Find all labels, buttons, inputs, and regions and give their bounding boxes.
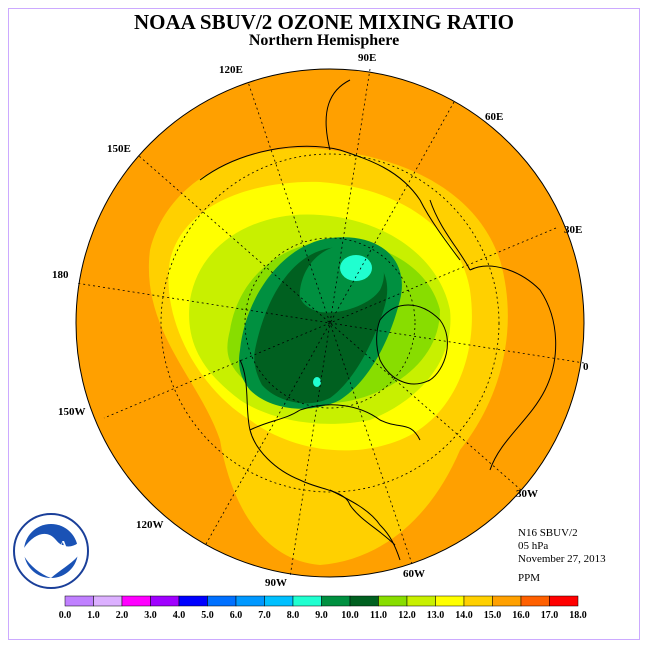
legend-tick-label: 5.0 bbox=[201, 610, 214, 621]
legend-tick-label: 12.0 bbox=[398, 610, 416, 621]
legend-tick-label: 3.0 bbox=[144, 610, 157, 621]
legend-tick-label: 16.0 bbox=[512, 610, 530, 621]
legend-tick-label: 0.0 bbox=[59, 610, 72, 621]
legend-tick-label: 4.0 bbox=[173, 610, 186, 621]
graticule bbox=[75, 68, 585, 578]
coast-asia bbox=[199, 79, 461, 261]
info-level: 05 hPa bbox=[518, 540, 549, 552]
coast-europe-africa bbox=[429, 199, 557, 471]
legend-swatch bbox=[549, 595, 579, 607]
info-date: November 27, 2013 bbox=[518, 553, 606, 565]
lon-label-0: 0 bbox=[583, 361, 589, 373]
coast-central-america bbox=[329, 489, 401, 561]
meridian-90e-90w bbox=[289, 68, 371, 578]
legend-swatch bbox=[178, 595, 208, 607]
legend-tick-label: 7.0 bbox=[258, 610, 271, 621]
legend-tick-label: 15.0 bbox=[484, 610, 502, 621]
legend-swatch bbox=[93, 595, 123, 607]
legend-swatch bbox=[64, 595, 94, 607]
lon-label-120w: 120W bbox=[136, 519, 164, 531]
meridian-0-180 bbox=[75, 282, 585, 364]
legend-swatch bbox=[150, 595, 180, 607]
legend-swatch bbox=[321, 595, 351, 607]
coastlines bbox=[199, 79, 557, 561]
noaa-logo-text: NOAA bbox=[35, 539, 67, 551]
legend-tick-label: 6.0 bbox=[230, 610, 243, 621]
legend-swatch bbox=[292, 595, 322, 607]
legend-tick-label: 8.0 bbox=[287, 610, 300, 621]
legend-tick-label: 1.0 bbox=[87, 610, 100, 621]
legend-swatch bbox=[492, 595, 522, 607]
info-instrument: N16 SBUV/2 bbox=[518, 527, 578, 539]
legend-swatch bbox=[463, 595, 493, 607]
meridian-30e-150w bbox=[103, 227, 557, 419]
legend-tick-label: 11.0 bbox=[370, 610, 387, 621]
legend-swatch bbox=[406, 595, 436, 607]
legend-colorbar bbox=[64, 595, 579, 607]
coast-greenland bbox=[376, 304, 448, 385]
legend-swatch bbox=[435, 595, 465, 607]
page-subtitle: Northern Hemisphere bbox=[248, 32, 400, 49]
lon-label-90w: 90W bbox=[265, 577, 287, 589]
lat-circle-60 bbox=[244, 237, 416, 409]
field-cyan-max bbox=[340, 255, 372, 281]
legend-tick-label: 14.0 bbox=[455, 610, 473, 621]
lon-label-60w: 60W bbox=[403, 568, 425, 580]
lon-label-60e: 60E bbox=[485, 111, 503, 123]
noaa-logo-bird-icon bbox=[24, 533, 78, 578]
lon-label-90e: 90E bbox=[358, 52, 376, 64]
legend-swatch bbox=[264, 595, 294, 607]
lon-label-30e: 30E bbox=[564, 224, 582, 236]
coast-north-america bbox=[239, 359, 421, 546]
legend-swatch bbox=[121, 595, 151, 607]
lon-label-180: 180 bbox=[52, 269, 69, 281]
legend-swatch bbox=[235, 595, 265, 607]
lon-label-120e: 120E bbox=[219, 64, 243, 76]
legend-swatch bbox=[378, 595, 408, 607]
field-cyan-small bbox=[313, 377, 321, 387]
lat-circle-30 bbox=[160, 153, 500, 493]
legend-tick-label: 2.0 bbox=[116, 610, 129, 621]
legend-tick-label: 10.0 bbox=[341, 610, 359, 621]
info-units: PPM bbox=[518, 572, 541, 584]
page-title: NOAA SBUV/2 OZONE MIXING RATIO bbox=[134, 10, 514, 34]
legend-tick-label: 13.0 bbox=[427, 610, 445, 621]
longitude-labels: 90E 60E 30E 0 30W 60W 90W 120W 150W 180 … bbox=[52, 52, 589, 589]
legend-tick-label: 9.0 bbox=[315, 610, 328, 621]
lon-label-150e: 150E bbox=[107, 143, 131, 155]
lon-label-150w: 150W bbox=[58, 406, 86, 418]
ozone-field bbox=[76, 69, 584, 577]
legend-ticks: 0.0 1.0 2.0 3.0 4.0 5.0 6.0 7.0 8.0 9.0 10.0 11.0 12… bbox=[59, 610, 587, 621]
legend-tick-label: 17.0 bbox=[541, 610, 559, 621]
info-block: N16 SBUV/2 05 hPa November 27, 2013 bbox=[518, 527, 606, 566]
legend-swatch bbox=[520, 595, 550, 607]
legend-swatch bbox=[207, 595, 237, 607]
noaa-logo: NOAA bbox=[13, 513, 89, 589]
legend-tick-label: 18.0 bbox=[569, 610, 587, 621]
lon-label-30w: 30W bbox=[516, 488, 538, 500]
legend-swatch bbox=[349, 595, 379, 607]
globe-outline bbox=[75, 68, 585, 578]
